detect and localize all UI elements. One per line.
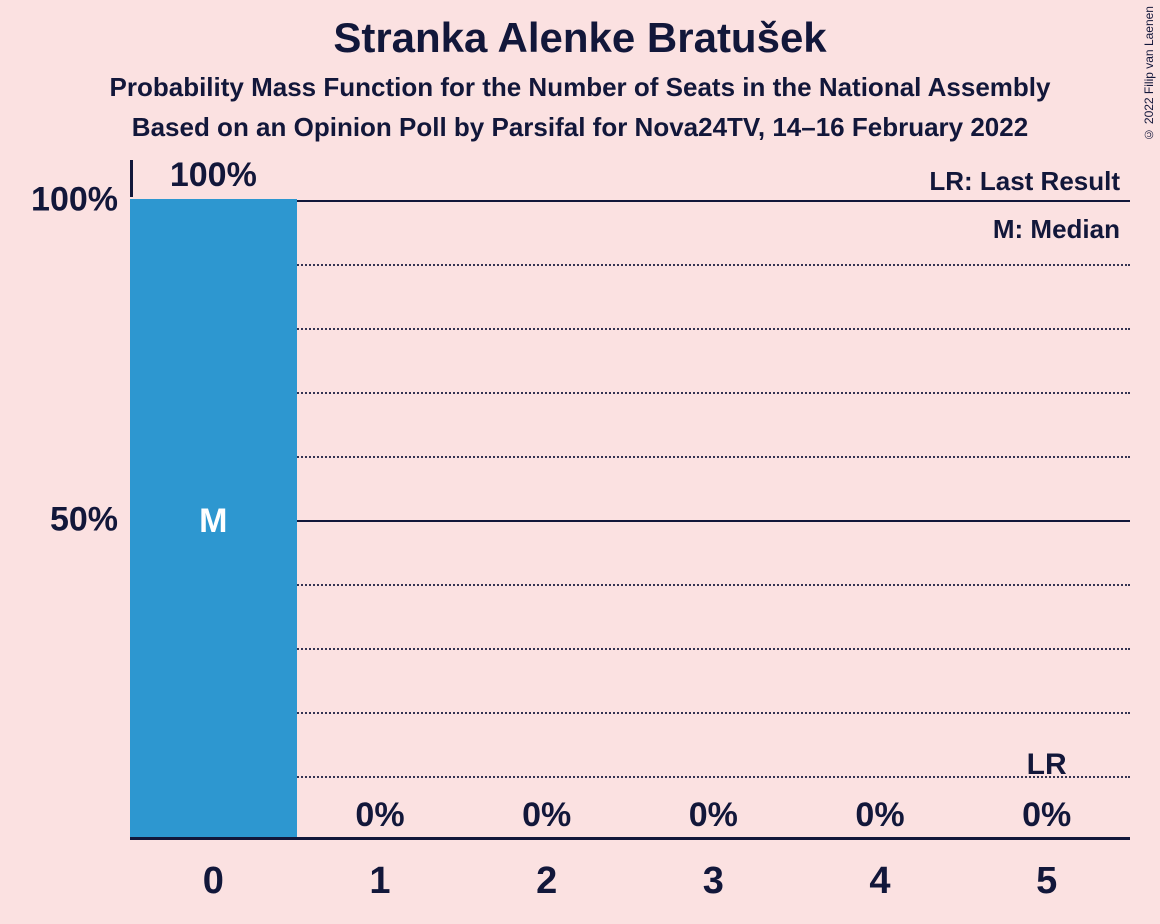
x-axis-tick-label: 5: [1036, 860, 1057, 903]
y-axis-tick-label: 50%: [8, 501, 118, 540]
last-result-marker: LR: [1027, 748, 1067, 782]
bar-value-label: 0%: [355, 796, 404, 835]
x-axis-tick-label: 3: [703, 860, 724, 903]
x-axis-tick-label: 4: [869, 860, 890, 903]
chart-subtitle-1: Probability Mass Function for the Number…: [0, 72, 1160, 103]
x-axis-line: [130, 837, 1130, 840]
bar-value-label: 100%: [170, 156, 257, 195]
x-axis-tick-label: 1: [369, 860, 390, 903]
bar-value-label: 0%: [689, 796, 738, 835]
plot-area: LR: Last Result M: Median 100%M00%10%20%…: [130, 160, 1130, 840]
copyright-text: © 2022 Filip van Laenen: [1142, 6, 1156, 141]
legend-last-result: LR: Last Result: [929, 166, 1120, 197]
bar-value-label: 0%: [1022, 796, 1071, 835]
chart-subtitle-2: Based on an Opinion Poll by Parsifal for…: [0, 112, 1160, 143]
chart-container: Stranka Alenke Bratušek Probability Mass…: [0, 0, 1160, 924]
bar-value-label: 0%: [855, 796, 904, 835]
chart-title: Stranka Alenke Bratušek: [0, 14, 1160, 62]
bar-value-label: 0%: [522, 796, 571, 835]
legend-median: M: Median: [993, 214, 1120, 245]
median-marker: M: [199, 502, 227, 541]
y-axis-tick-label: 100%: [8, 181, 118, 220]
x-axis-tick-label: 0: [203, 860, 224, 903]
x-axis-tick-label: 2: [536, 860, 557, 903]
